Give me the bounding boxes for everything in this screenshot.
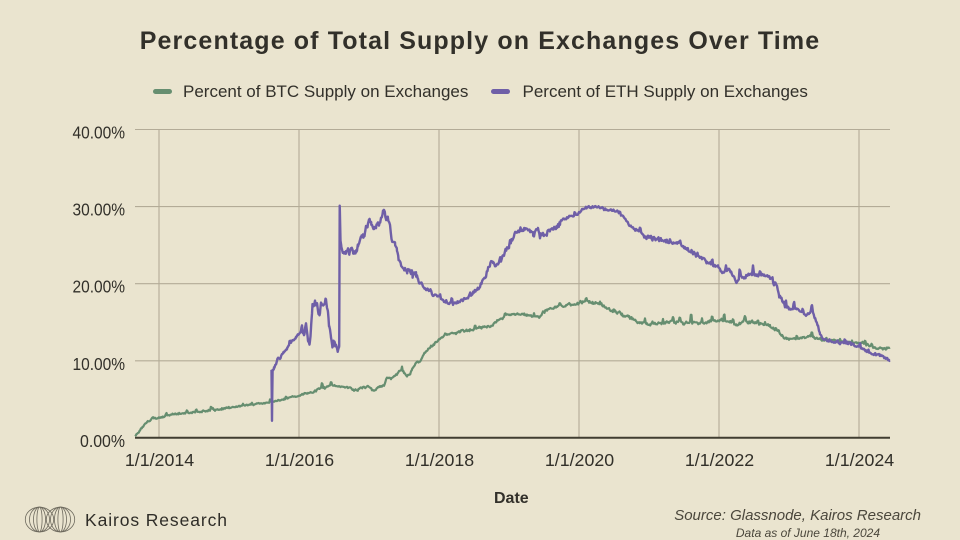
svg-text:1/1/2022: 1/1/2022 <box>685 450 754 470</box>
svg-text:1/1/2016: 1/1/2016 <box>265 450 334 470</box>
svg-text:0.00%: 0.00% <box>80 431 125 451</box>
svg-text:10.00%: 10.00% <box>73 354 126 374</box>
svg-text:1/1/2014: 1/1/2014 <box>125 450 194 470</box>
svg-text:1/1/2020: 1/1/2020 <box>545 450 614 470</box>
svg-text:1/1/2024: 1/1/2024 <box>825 450 894 470</box>
svg-text:20.00%: 20.00% <box>73 277 126 297</box>
svg-text:30.00%: 30.00% <box>73 200 126 220</box>
svg-text:40.00%: 40.00% <box>73 123 126 143</box>
svg-text:1/1/2018: 1/1/2018 <box>405 450 474 470</box>
